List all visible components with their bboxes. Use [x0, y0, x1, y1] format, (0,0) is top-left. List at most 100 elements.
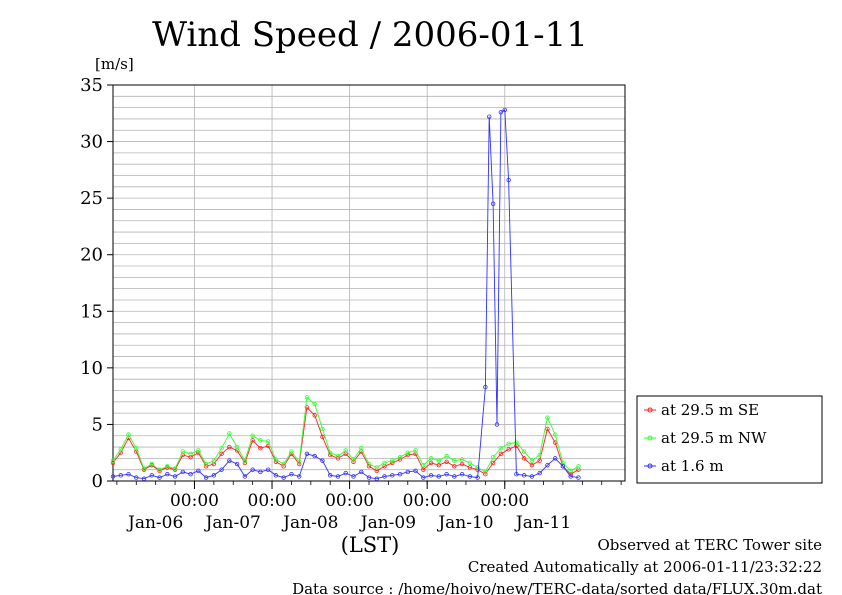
- data-point: [359, 445, 364, 451]
- data-point: [265, 467, 271, 472]
- data-point: [180, 449, 186, 454]
- data-point: [436, 474, 442, 479]
- data-point: [359, 469, 364, 475]
- data-point: [219, 445, 224, 451]
- data-point: [273, 473, 279, 478]
- data-point: [172, 466, 178, 471]
- footer-created: Created Automatically at 2006-01-11/23:3…: [468, 558, 822, 576]
- data-point: [188, 472, 193, 477]
- legend-swatch-marker: [647, 435, 653, 441]
- data-point: [552, 456, 558, 461]
- y-axis-unit-label: [m/s]: [95, 55, 134, 73]
- y-tick-label: 30: [80, 132, 103, 153]
- plot-border: [112, 84, 626, 482]
- data-point: [234, 461, 240, 467]
- data-point: [506, 441, 511, 446]
- data-point: [537, 452, 542, 458]
- data-point: [134, 445, 139, 451]
- data-point: [134, 475, 139, 480]
- data-point: [467, 465, 473, 470]
- data-point: [118, 473, 123, 478]
- data-point: [366, 475, 372, 480]
- data-point: [157, 475, 162, 480]
- x-date-tick-label: Jan-10: [436, 513, 493, 533]
- data-point: [196, 448, 201, 453]
- y-tick-label: 35: [80, 75, 103, 96]
- data-point: [444, 453, 449, 459]
- data-point: [521, 473, 527, 478]
- data-point: [444, 472, 449, 477]
- data-point: [529, 462, 535, 468]
- data-point: [312, 401, 317, 407]
- data-point: [242, 474, 248, 479]
- data-point: [382, 474, 387, 479]
- data-point: [390, 460, 395, 466]
- data-point: [312, 453, 317, 459]
- series-line: [112, 396, 579, 473]
- footer-site: Observed at TERC Tower site: [597, 536, 822, 554]
- legend: at 29.5 m SE at 29.5 m NW at 1.6 m: [636, 395, 823, 484]
- data-point: [390, 473, 395, 478]
- data-point: [335, 453, 341, 459]
- data-point: [514, 472, 519, 477]
- data-point: [552, 432, 558, 437]
- data-point: [281, 475, 286, 480]
- data-point: [328, 473, 333, 478]
- plot-frame: [112, 84, 626, 482]
- data-point: [203, 461, 209, 467]
- data-point: [118, 447, 123, 452]
- data-point: [265, 439, 271, 444]
- x-date-tick-label: Jan-08: [281, 513, 338, 533]
- data-point: [165, 464, 170, 469]
- data-point: [405, 450, 410, 455]
- data-point: [320, 426, 325, 432]
- data-point: [273, 457, 279, 462]
- data-point: [126, 432, 131, 437]
- data-point: [289, 472, 294, 477]
- data-point: [576, 475, 581, 480]
- data-point: [483, 472, 488, 477]
- data-point: [250, 467, 255, 472]
- data-point: [258, 469, 263, 475]
- legend-box: [636, 395, 823, 484]
- data-point: [428, 456, 434, 461]
- x-axis-label: (LST): [341, 533, 400, 557]
- data-point: [296, 474, 302, 479]
- data-point: [312, 413, 317, 418]
- data-point: [320, 434, 325, 440]
- data-point: [514, 440, 519, 445]
- data-point: [335, 474, 341, 479]
- data-point: [141, 466, 147, 471]
- series-1: [110, 395, 581, 475]
- data-point: [498, 109, 504, 115]
- data-point: [203, 475, 209, 480]
- data-point: [413, 468, 418, 474]
- y-tick-label: 10: [80, 358, 103, 379]
- data-point: [467, 460, 473, 466]
- legend-label: at 1.6 m: [661, 457, 724, 475]
- data-point: [490, 460, 496, 466]
- data-point: [475, 465, 480, 470]
- x-time-tick-label: 00:00: [325, 491, 374, 511]
- data-point: [521, 456, 527, 461]
- legend-swatch-marker: [647, 407, 653, 413]
- series-0: [110, 405, 581, 477]
- data-point: [397, 455, 403, 460]
- data-point: [149, 461, 154, 467]
- data-point: [452, 474, 457, 479]
- x-date-tick-label: Jan-07: [204, 513, 261, 533]
- data-point: [289, 449, 294, 454]
- data-point: [382, 460, 387, 466]
- data-point: [211, 473, 217, 478]
- data-point: [227, 431, 232, 436]
- data-point: [110, 474, 116, 479]
- data-point: [490, 201, 496, 206]
- data-point: [475, 475, 480, 480]
- data-point: [110, 460, 116, 466]
- data-point: [529, 474, 535, 479]
- data-point: [576, 464, 581, 469]
- data-point: [498, 451, 504, 457]
- data-point: [413, 448, 418, 453]
